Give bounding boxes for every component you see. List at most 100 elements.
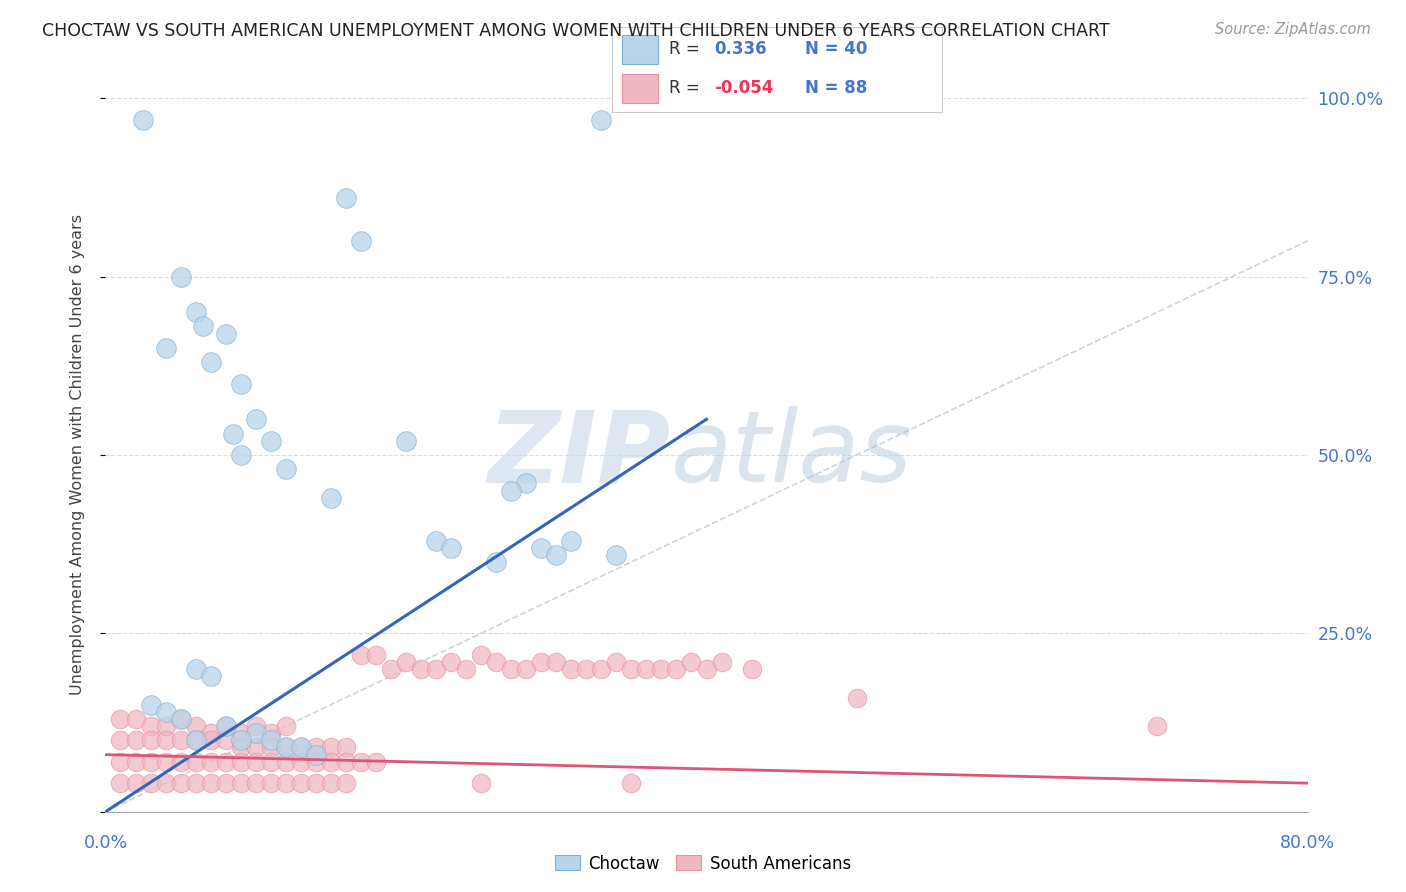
Point	[169, 776, 191, 790]
Point	[139, 733, 162, 747]
Point	[515, 662, 537, 676]
Point	[245, 740, 267, 755]
Point	[214, 776, 236, 790]
Point	[605, 548, 627, 562]
Point	[229, 740, 252, 755]
Point	[501, 662, 523, 676]
Point	[169, 733, 191, 747]
Point	[200, 733, 222, 747]
Point	[169, 712, 191, 726]
Point	[245, 719, 267, 733]
Point	[110, 712, 132, 726]
Point	[184, 755, 207, 769]
Point	[229, 726, 252, 740]
Point	[184, 733, 207, 747]
Point	[305, 740, 328, 755]
Point	[395, 434, 418, 448]
Point	[290, 740, 312, 755]
Point	[485, 555, 508, 569]
Point	[124, 776, 146, 790]
Point	[124, 755, 146, 769]
Point	[575, 662, 598, 676]
Point	[636, 662, 658, 676]
Point	[440, 655, 463, 669]
Point	[290, 776, 312, 790]
Point	[214, 326, 236, 341]
Point	[260, 726, 283, 740]
Point	[530, 655, 553, 669]
Point	[110, 733, 132, 747]
Point	[191, 319, 214, 334]
Text: R =: R =	[669, 78, 706, 96]
Point	[319, 740, 342, 755]
Point	[245, 776, 267, 790]
Bar	[621, 36, 658, 64]
Point	[200, 669, 222, 683]
Text: N = 88: N = 88	[804, 78, 868, 96]
Text: 0.336: 0.336	[714, 40, 766, 58]
Text: -0.054: -0.054	[714, 78, 773, 96]
Point	[260, 434, 283, 448]
Point	[290, 755, 312, 769]
Point	[200, 726, 222, 740]
Point	[260, 755, 283, 769]
Point	[681, 655, 703, 669]
Point	[139, 719, 162, 733]
Point	[560, 662, 582, 676]
Point	[155, 755, 177, 769]
Bar	[621, 74, 658, 103]
Text: atlas: atlas	[671, 407, 912, 503]
Point	[274, 776, 297, 790]
Legend: Choctaw, South Americans: Choctaw, South Americans	[548, 848, 858, 880]
Point	[319, 755, 342, 769]
Point	[364, 755, 387, 769]
Point	[169, 269, 191, 284]
Point	[319, 776, 342, 790]
Point	[364, 648, 387, 662]
Point	[665, 662, 688, 676]
Point	[741, 662, 763, 676]
Point	[395, 655, 418, 669]
Point	[319, 491, 342, 505]
Point	[350, 648, 373, 662]
Point	[124, 733, 146, 747]
Point	[274, 740, 297, 755]
Point	[335, 755, 357, 769]
Text: R =: R =	[669, 40, 706, 58]
Point	[350, 234, 373, 248]
Point	[139, 698, 162, 712]
Point	[845, 690, 868, 705]
Text: 80.0%: 80.0%	[1279, 834, 1336, 852]
Point	[155, 341, 177, 355]
Point	[335, 191, 357, 205]
Point	[214, 719, 236, 733]
Point	[155, 719, 177, 733]
Point	[425, 662, 447, 676]
Point	[620, 662, 643, 676]
Point	[485, 655, 508, 669]
Point	[454, 662, 477, 676]
Point	[710, 655, 733, 669]
Point	[409, 662, 432, 676]
Point	[260, 733, 283, 747]
Point	[305, 776, 328, 790]
Point	[620, 776, 643, 790]
Point	[139, 755, 162, 769]
Point	[245, 726, 267, 740]
Point	[245, 755, 267, 769]
Point	[305, 747, 328, 762]
Point	[380, 662, 402, 676]
Point	[200, 355, 222, 369]
Point	[229, 448, 252, 462]
Text: 0.0%: 0.0%	[83, 834, 128, 852]
Point	[274, 719, 297, 733]
Point	[515, 476, 537, 491]
Point	[470, 648, 492, 662]
Point	[591, 662, 613, 676]
Point	[214, 733, 236, 747]
Point	[184, 733, 207, 747]
Point	[260, 740, 283, 755]
Y-axis label: Unemployment Among Women with Children Under 6 years: Unemployment Among Women with Children U…	[70, 214, 84, 696]
Point	[184, 776, 207, 790]
Point	[546, 655, 568, 669]
